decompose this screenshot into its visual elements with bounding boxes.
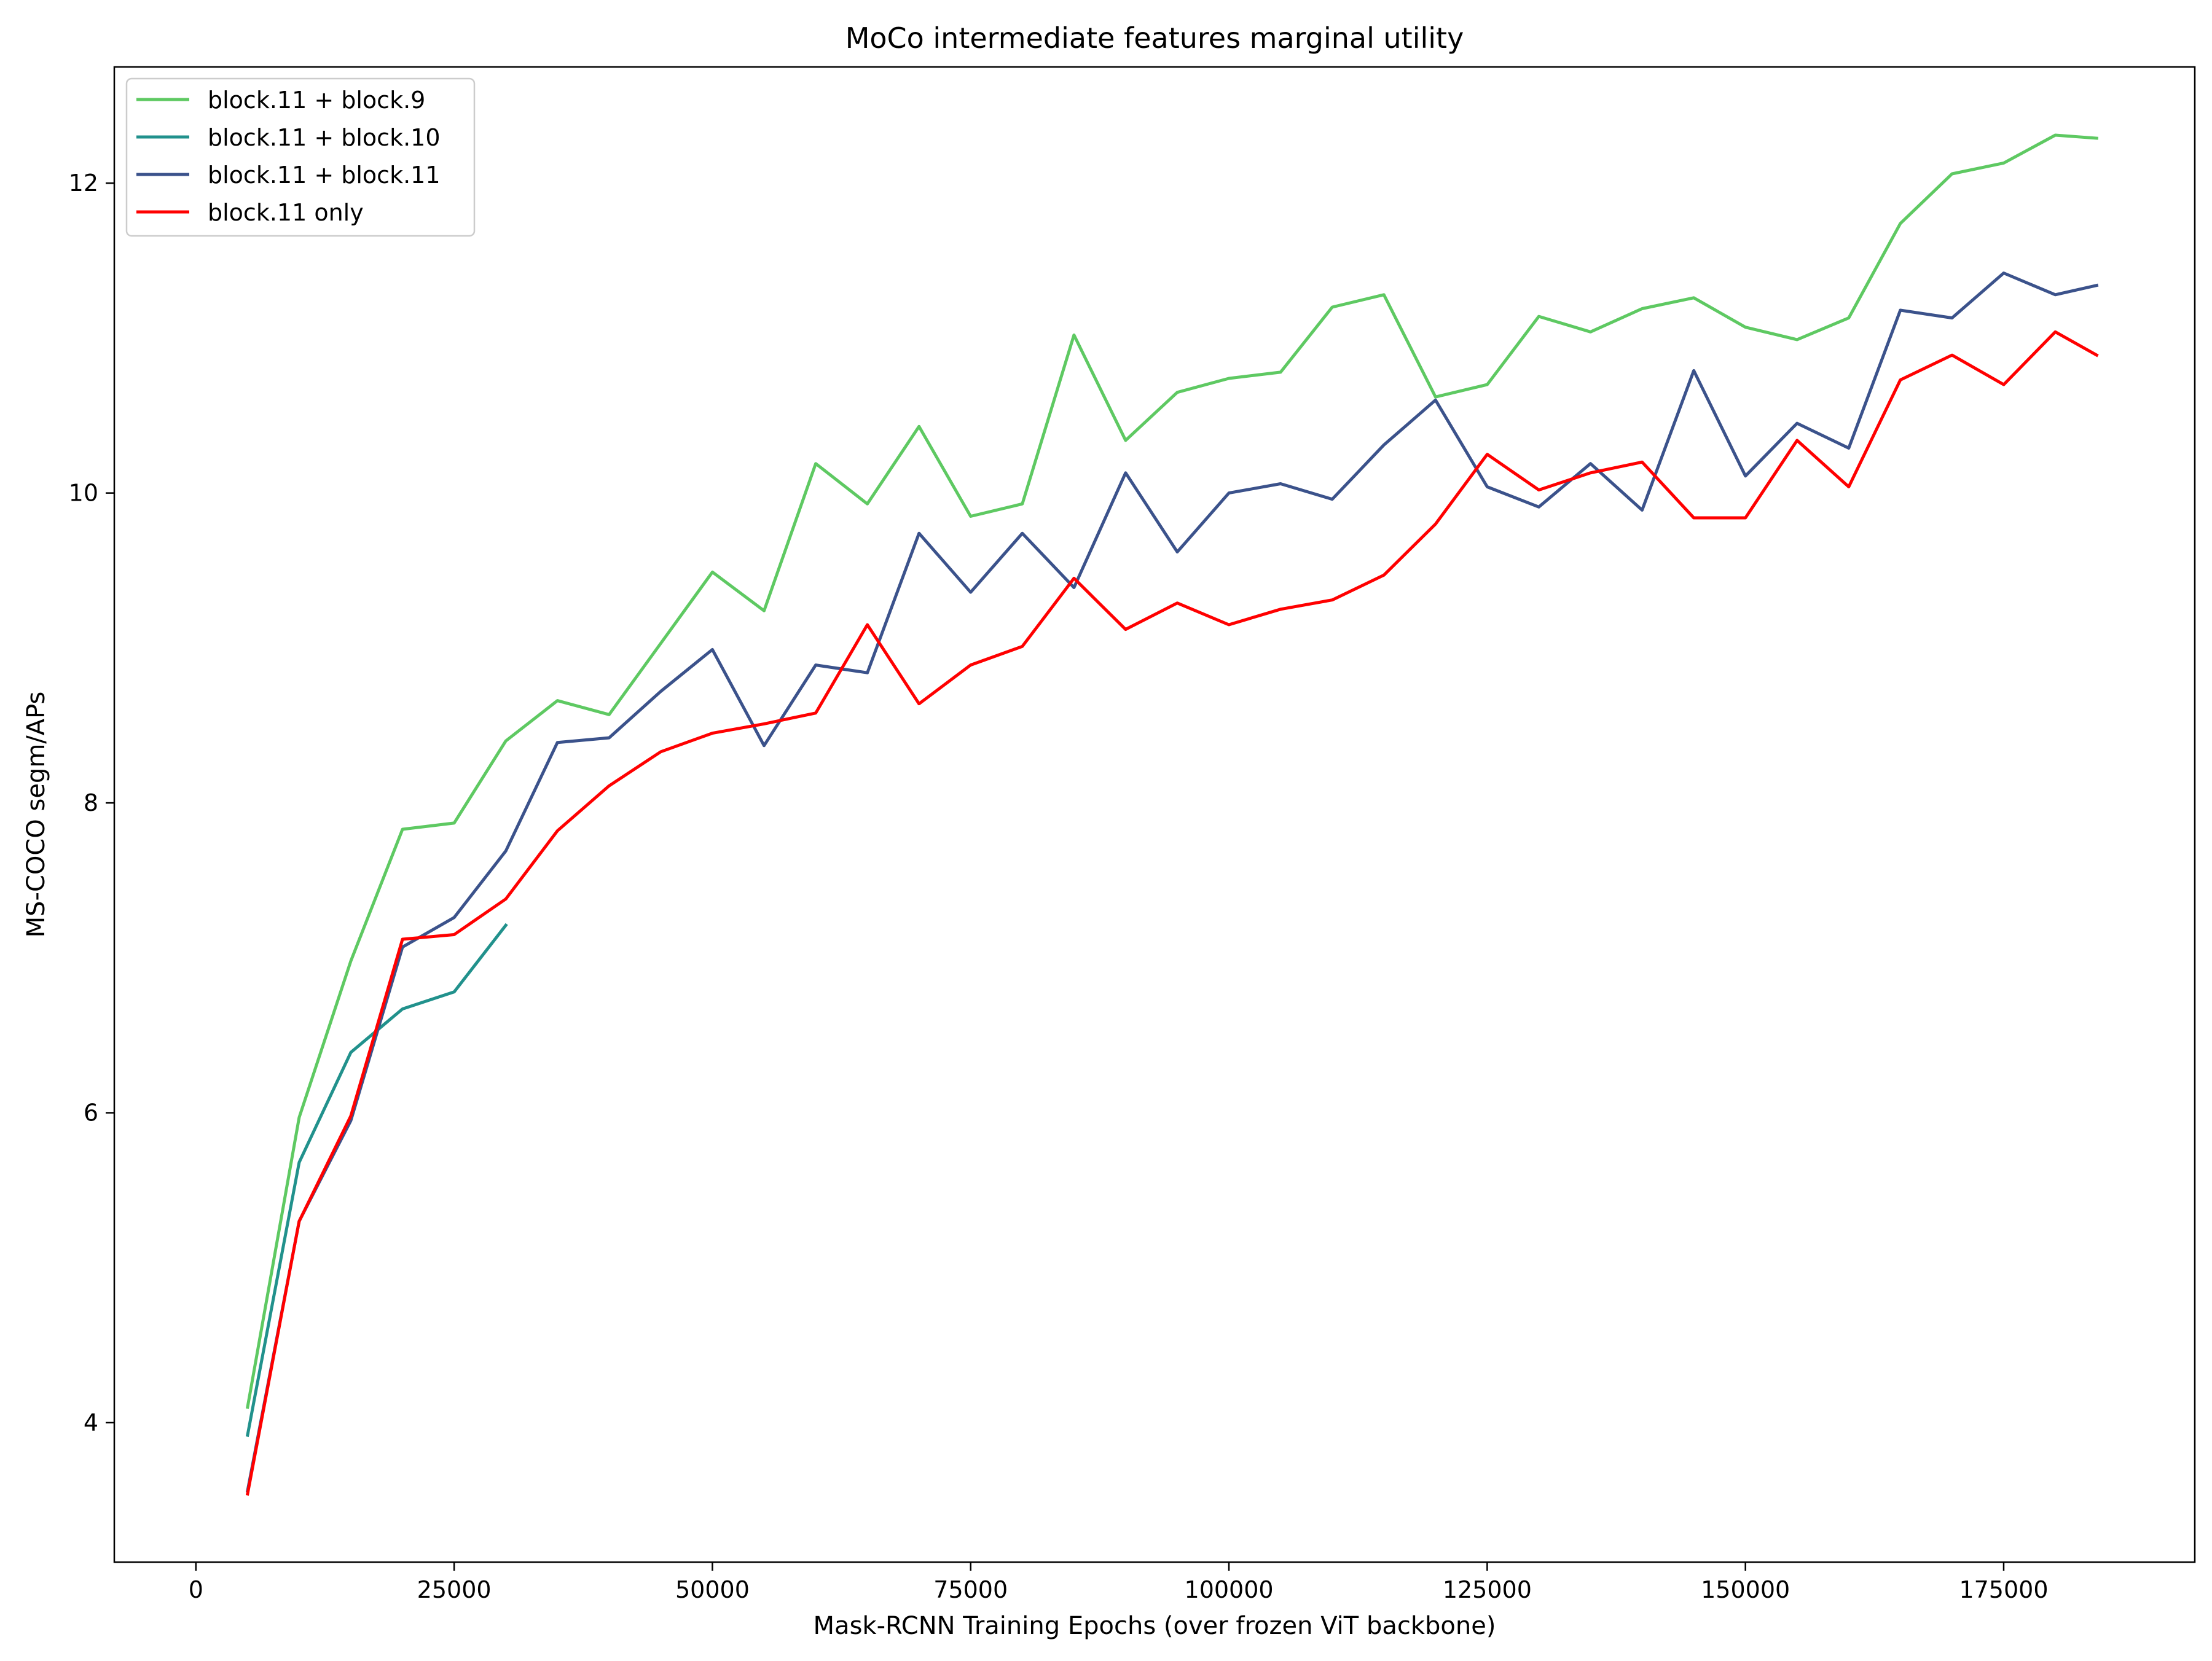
y-tick-label: 6	[84, 1100, 98, 1127]
y-tick-label: 8	[84, 789, 98, 816]
y-axis-label: MS-COCO segm/APs	[22, 692, 50, 938]
chart-title: MoCo intermediate features marginal util…	[845, 21, 1464, 55]
x-tick-label: 50000	[675, 1576, 750, 1603]
legend-label: block.11 + block.11	[208, 162, 441, 189]
legend-box	[125, 77, 476, 237]
series-line-4	[245, 330, 2099, 1496]
x-tick-label: 0	[189, 1576, 203, 1603]
series-line-1	[246, 133, 2098, 1409]
x-axis-ticks: 0 25000 50000 75000 100000 125000 150000 175000	[189, 1562, 2049, 1603]
series-lines	[245, 133, 2099, 1496]
series-line-3	[245, 272, 2099, 1493]
x-tick-label: 125000	[1443, 1576, 1532, 1603]
x-tick-label: 75000	[933, 1576, 1008, 1603]
legend-label: block.11 + block.10	[208, 124, 441, 151]
y-tick-label: 10	[69, 480, 98, 507]
legend-label: block.11 only	[208, 199, 364, 226]
y-tick-label: 4	[84, 1409, 98, 1436]
y-tick-label: 12	[69, 170, 98, 197]
legend-entries: block.11 + block.9 block.11 + block.10 blo…	[136, 87, 441, 226]
x-axis-label: Mask-RCNN Training Epochs (over frozen V…	[814, 1612, 1496, 1640]
x-tick-label: 25000	[417, 1576, 492, 1603]
plot-area-frame	[113, 66, 2196, 1563]
legend-label: block.11 + block.9	[208, 87, 425, 114]
x-tick-label: 100000	[1185, 1576, 1274, 1603]
x-tick-label: 150000	[1701, 1576, 1790, 1603]
legend: block.11 + block.9 block.11 + block.10 blo…	[125, 77, 476, 237]
y-axis-ticks: 4 6 8 10 12	[69, 170, 114, 1436]
x-tick-label: 175000	[1959, 1576, 2048, 1603]
